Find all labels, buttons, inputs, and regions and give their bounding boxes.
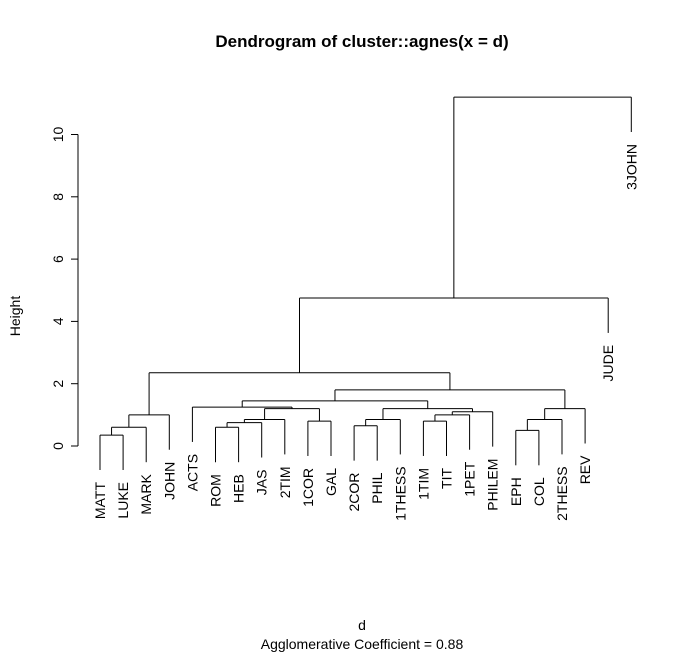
leaf-label: JUDE xyxy=(600,345,616,382)
y-tick-label: 4 xyxy=(50,317,66,325)
leaf-label: 1PET xyxy=(462,461,478,496)
chart-subtitle: Agglomerative Coefficient = 0.88 xyxy=(261,636,464,652)
y-tick-label: 2 xyxy=(50,380,66,388)
leaf-label: 1TIM xyxy=(415,468,431,500)
y-axis: 0 2 4 6 8 10 xyxy=(50,127,79,450)
leaf-label: ACTS xyxy=(184,454,200,491)
leaf-label: 2TIM xyxy=(277,466,293,498)
leaf-label: MATT xyxy=(92,482,108,520)
leaf-label: 1THESS xyxy=(392,466,408,520)
y-tick-label: 10 xyxy=(50,127,66,143)
leaf-label: 2COR xyxy=(346,473,362,512)
leaf-label: COL xyxy=(531,477,547,506)
leaf-label: JOHN xyxy=(161,462,177,500)
leaf-label: MARK xyxy=(138,474,154,515)
leaf-label: 1COR xyxy=(300,468,316,507)
leaf-label: PHILEM xyxy=(485,459,501,511)
leaf-label: EPH xyxy=(508,477,524,506)
leaf-labels: MATT LUKE MARK JOHN ACTS ROM HEB JAS 2TIM 1COR GAL… xyxy=(92,144,639,521)
leaf-label: HEB xyxy=(231,474,247,503)
y-tick-label: 8 xyxy=(50,193,66,201)
leaf-label: ROM xyxy=(208,474,224,507)
x-axis-label: d xyxy=(358,617,366,633)
leaf-label: REV xyxy=(577,455,593,484)
y-axis-label: Height xyxy=(7,296,23,337)
leaf-label: GAL xyxy=(323,468,339,496)
dendrogram-branches xyxy=(99,96,632,470)
leaf-label: LUKE xyxy=(115,482,131,519)
y-tick-label: 6 xyxy=(50,255,66,263)
leaf-label: TIT xyxy=(439,468,455,489)
leaf-label: PHIL xyxy=(369,472,385,503)
leaf-label: 2THESS xyxy=(554,466,570,520)
chart-title: Dendrogram of cluster::agnes(x = d) xyxy=(215,32,508,51)
leaf-label: 3JOHN xyxy=(623,144,639,190)
leaf-label: JAS xyxy=(254,470,270,496)
y-tick-label: 0 xyxy=(50,442,66,450)
